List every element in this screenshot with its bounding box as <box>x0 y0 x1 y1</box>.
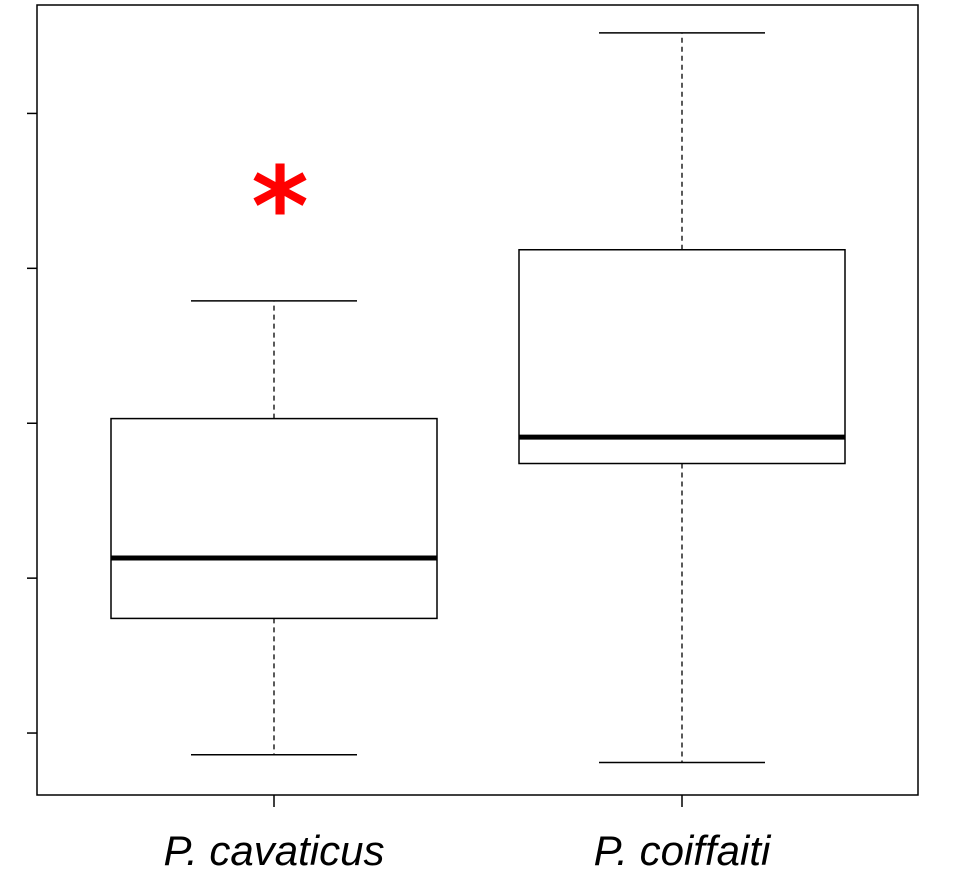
box <box>518 248 846 465</box>
box <box>110 417 438 620</box>
annotation: * <box>251 143 309 271</box>
x-tick-label: P. cavaticus <box>163 827 384 869</box>
plot-frame <box>36 4 919 796</box>
x-tick-label: P. coiffaiti <box>594 827 772 869</box>
